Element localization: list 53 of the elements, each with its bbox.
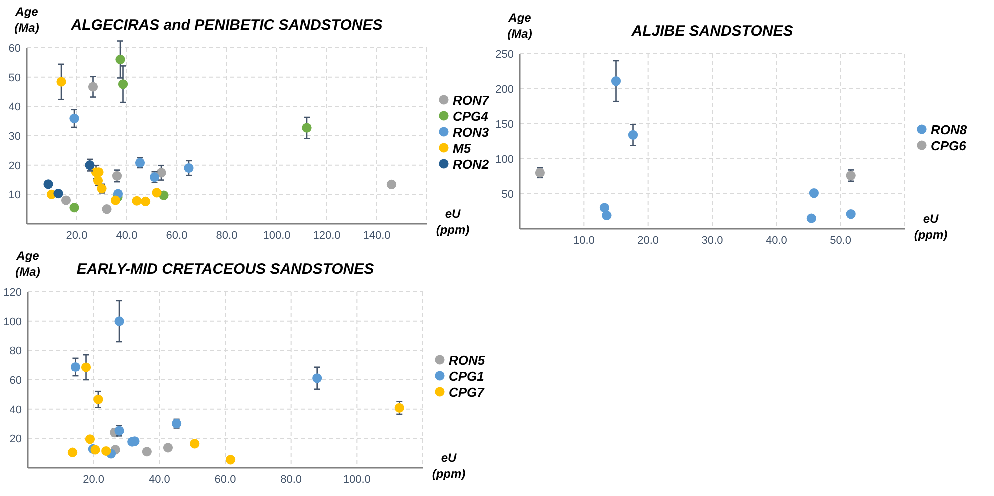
x-tick-label: 100.0 [263, 230, 291, 242]
x-axis-title: eU (ppm) [432, 451, 466, 481]
legend-label: CPG1 [449, 369, 484, 384]
chart-title: EARLY-MID CRETACEOUS SANDSTONES [76, 261, 374, 278]
y-tick-label: 40 [10, 404, 22, 416]
x-tick-label: 20.0 [66, 230, 88, 242]
y-tick-label: 200 [496, 84, 514, 96]
y-tick-label: 20 [8, 160, 21, 172]
x-tick-label: 10.0 [573, 235, 595, 247]
x-tick-label: 120.0 [313, 230, 341, 242]
x-tick-label: 80.0 [216, 230, 238, 242]
y-tick-label: 30 [8, 131, 21, 143]
legend-label: RON2 [453, 157, 490, 172]
y-tick-label: 100 [496, 154, 514, 166]
y-tick-label: 100 [4, 316, 22, 328]
x-tick-label: 100.0 [343, 474, 371, 486]
x-tick-label: 60.0 [166, 230, 188, 242]
y-tick-label: 60 [8, 43, 21, 55]
y-tick-label: 20 [10, 434, 22, 446]
y-tick-label: 40 [8, 102, 21, 114]
x-axis-title: eU (ppm) [914, 212, 948, 242]
x-tick-label: 40.0 [116, 230, 138, 242]
x-tick-label: 80.0 [280, 474, 302, 486]
legend-label: RON3 [453, 125, 490, 140]
x-tick-label: 20.0 [638, 235, 660, 247]
y-tick-label: 120 [4, 287, 22, 299]
x-tick-label: 140.0 [363, 230, 391, 242]
x-tick-label: 60.0 [214, 474, 236, 486]
y-tick-label: 150 [496, 119, 514, 131]
x-tick-label: 40.0 [766, 235, 788, 247]
legend-label: CPG7 [449, 385, 486, 400]
x-tick-label: 50.0 [830, 235, 852, 247]
legend-label: M5 [453, 141, 472, 156]
chart-title: ALJIBE SANDSTONES [630, 23, 794, 40]
y-tick-label: 60 [10, 375, 22, 387]
x-tick-label: 40.0 [148, 474, 170, 486]
y-axis-title: Age (Ma) [508, 11, 532, 41]
legend-label: CPG6 [931, 138, 968, 154]
y-axis-title: Age (Ma) [14, 5, 40, 35]
legend-label: RON8 [931, 122, 968, 138]
y-tick-label: 80 [10, 346, 22, 358]
x-tick-label: 30.0 [702, 235, 724, 247]
y-tick-label: 250 [496, 49, 514, 61]
legend-label: RON7 [453, 93, 490, 108]
legend-label: RON5 [449, 353, 486, 368]
y-tick-label: 50 [8, 72, 21, 84]
y-tick-label: 10 [8, 190, 21, 202]
y-tick-label: 50 [502, 189, 514, 201]
y-axis-title: Age (Ma) [16, 249, 40, 279]
legend-label: CPG4 [453, 109, 490, 124]
x-tick-label: 20.0 [83, 474, 105, 486]
chart-title: ALGECIRAS and PENIBETIC SANDSTONES [70, 17, 383, 34]
x-axis-title: eU (ppm) [436, 207, 470, 237]
